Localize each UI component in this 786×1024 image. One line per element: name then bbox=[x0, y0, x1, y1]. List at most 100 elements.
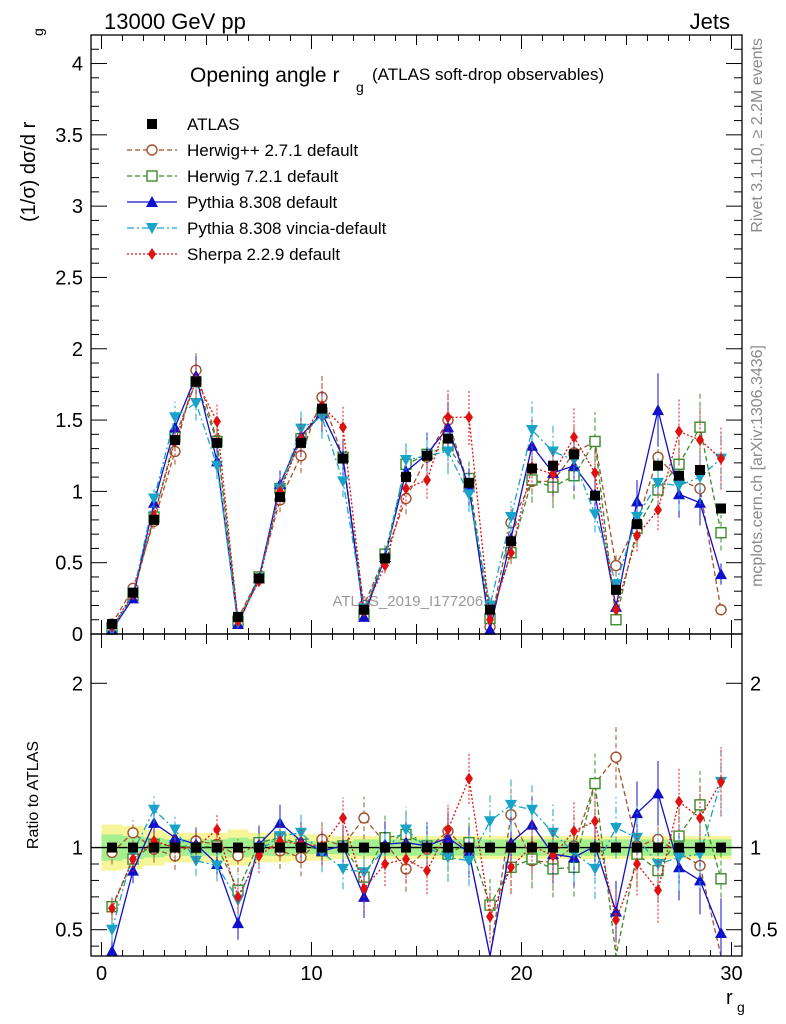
main-data-point bbox=[570, 431, 578, 444]
ratio-tick-label-right: 1 bbox=[750, 838, 761, 860]
ratio-data-point bbox=[716, 842, 726, 853]
main-data-point bbox=[275, 492, 285, 503]
main-data-point bbox=[652, 477, 664, 489]
x-tick-label: 0 bbox=[96, 963, 107, 985]
series-pythia-8-308-default bbox=[106, 356, 727, 957]
main-data-point bbox=[612, 603, 620, 616]
legend-entry: Pythia 8.308 default bbox=[127, 193, 338, 212]
ratio-data-point bbox=[254, 842, 264, 853]
ratio-data-point bbox=[696, 812, 704, 824]
ratio-data-point bbox=[232, 917, 244, 929]
main-data-point bbox=[359, 604, 369, 615]
main-data-point bbox=[486, 613, 494, 626]
main-data-point bbox=[149, 514, 159, 525]
ratio-data-point bbox=[234, 890, 242, 903]
rivet-credit: Rivet 3.1.10, ≥ 2.2M events bbox=[749, 38, 766, 233]
main-data-point bbox=[589, 509, 601, 521]
legend-marker bbox=[146, 144, 158, 156]
ratio-data-point bbox=[589, 863, 601, 875]
ratio-data-point bbox=[569, 842, 579, 853]
y-axis-label: (1/σ) dσ/d r g bbox=[18, 28, 46, 222]
legend-entry: Herwig++ 2.7.1 default bbox=[127, 141, 358, 160]
main-data-point bbox=[633, 529, 641, 542]
legend-label: Herwig 7.2.1 default bbox=[187, 167, 338, 186]
title-subscript: g bbox=[356, 79, 364, 95]
legend-marker bbox=[148, 248, 156, 260]
ratio-data-point bbox=[506, 842, 516, 853]
x-tick-label: 30 bbox=[720, 963, 742, 985]
y-tick-label: 3 bbox=[72, 196, 83, 218]
ratio-data-point bbox=[380, 842, 390, 853]
ratio-data-point bbox=[694, 799, 706, 811]
x-tick-label: 10 bbox=[300, 963, 322, 985]
main-data-point bbox=[611, 584, 621, 595]
y-tick-label: 3.5 bbox=[55, 125, 83, 147]
y-tick-label: 1 bbox=[72, 481, 83, 503]
main-data-point bbox=[715, 527, 727, 539]
ratio-data-point bbox=[547, 827, 559, 839]
x-axis-label: r bbox=[726, 987, 733, 1009]
main-data-point bbox=[549, 468, 557, 481]
ratio-data-point bbox=[169, 824, 181, 836]
main-series-line bbox=[111, 378, 722, 628]
ratio-data-point bbox=[465, 772, 473, 785]
ratio-data-point bbox=[674, 842, 684, 853]
main-data-point bbox=[653, 460, 663, 471]
ratio-series-line bbox=[111, 776, 722, 923]
ratio-data-point bbox=[339, 812, 347, 824]
series-herwig-7-2-1-default bbox=[106, 362, 727, 957]
series-atlas bbox=[107, 376, 726, 853]
main-data-point bbox=[465, 411, 473, 424]
main-data-point bbox=[674, 470, 684, 481]
ratio-data-point bbox=[191, 842, 201, 853]
main-data-point bbox=[526, 425, 538, 437]
ratio-data-point bbox=[717, 775, 725, 788]
ratio-data-point bbox=[400, 824, 412, 836]
ratio-series-line bbox=[111, 783, 722, 957]
ratio-data-point bbox=[170, 842, 180, 853]
main-data-point bbox=[170, 435, 180, 446]
ratio-data-point bbox=[211, 860, 223, 872]
ratio-data-point bbox=[654, 884, 662, 897]
legend-entry: ATLAS bbox=[147, 115, 240, 134]
main-data-point bbox=[380, 553, 390, 564]
mcplots-credit: mcplots.cern.ch [arXiv:1306.3436] bbox=[749, 345, 766, 587]
ratio-data-point bbox=[402, 853, 410, 866]
ratio-data-point bbox=[463, 855, 475, 867]
legend-marker bbox=[146, 196, 158, 207]
main-data-point bbox=[610, 579, 622, 591]
ratio-data-point bbox=[486, 910, 494, 923]
ratio-data-point bbox=[675, 795, 683, 808]
ratio-data-point bbox=[610, 822, 622, 834]
legend-entry: Pythia 8.308 vincia-default bbox=[127, 219, 387, 238]
main-data-point bbox=[233, 611, 243, 622]
ratio-data-point bbox=[526, 804, 538, 816]
ratio-data-point bbox=[149, 842, 159, 853]
ratio-data-point bbox=[653, 842, 663, 853]
main-data-point bbox=[591, 466, 599, 479]
main-data-point bbox=[463, 489, 475, 501]
main-data-point bbox=[107, 619, 117, 630]
legend-marker bbox=[147, 119, 157, 129]
ratio-data-point bbox=[148, 804, 160, 816]
ratio-data-point bbox=[255, 849, 263, 862]
main-data-point bbox=[444, 411, 452, 424]
ratio-data-point bbox=[694, 874, 706, 886]
ratio-data-point bbox=[527, 842, 537, 853]
ratio-data-point bbox=[212, 842, 222, 853]
title-note: (ATLAS soft-drop observables) bbox=[372, 65, 604, 84]
y-tick-label: 4 bbox=[72, 54, 83, 76]
legend-label: Sherpa 2.2.9 default bbox=[187, 245, 340, 264]
main-data-point bbox=[254, 573, 264, 584]
legend-label: Pythia 8.308 vincia-default bbox=[187, 219, 387, 238]
main-data-point bbox=[717, 452, 725, 465]
main-data-point bbox=[696, 434, 704, 447]
ratio-data-point bbox=[338, 842, 348, 853]
ratio-tick-label: 1 bbox=[72, 838, 83, 860]
main-data-point bbox=[652, 404, 664, 416]
main-data-point bbox=[695, 464, 705, 475]
main-series-line bbox=[111, 379, 722, 629]
main-data-point bbox=[339, 421, 347, 434]
main-data-point bbox=[485, 604, 495, 615]
